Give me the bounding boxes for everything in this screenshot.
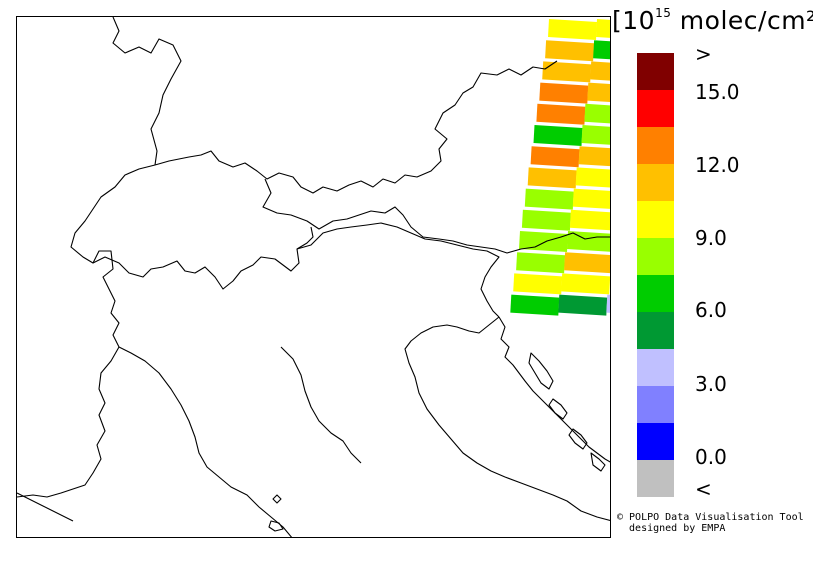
legend-color-box <box>637 386 674 423</box>
italy-boot-west <box>118 346 293 537</box>
island-coast-4 <box>590 452 606 472</box>
border-austria-italy <box>296 222 500 318</box>
map-frame <box>16 16 611 538</box>
legend-color-box <box>637 53 674 90</box>
swath-pixel <box>510 294 560 316</box>
legend-tick-label: 12.0 <box>695 153 740 177</box>
credits: © POLPO Data Visualisation Tool designed… <box>617 512 804 534</box>
swath-pixel <box>530 146 580 168</box>
legend-color-box <box>637 90 674 127</box>
satellite-swath <box>510 19 610 316</box>
swath-pixel <box>567 231 610 252</box>
swath-pixel <box>564 252 610 274</box>
legend-tick-label: 9.0 <box>695 226 727 250</box>
legend-color-box <box>637 127 674 164</box>
coast-adriatic-north <box>404 316 610 522</box>
coast-istria-dalmatia <box>498 316 610 463</box>
swath-pixel <box>569 209 610 231</box>
credits-line-1: © POLPO Data Visualisation Tool <box>617 512 804 523</box>
swath-pixel <box>581 125 610 145</box>
swath-pixel <box>572 188 610 209</box>
border-france-germany <box>112 17 182 166</box>
island-small <box>272 494 282 504</box>
legend-tick-label: 3.0 <box>695 372 727 396</box>
swath-pixel <box>536 103 586 125</box>
swath-pixel <box>513 273 563 295</box>
legend-color-box <box>637 164 674 201</box>
border-switzerland-italy <box>92 226 314 290</box>
swath-pixel <box>521 209 571 231</box>
swath-pixel <box>584 103 610 124</box>
swath-pixel <box>524 188 574 210</box>
legend-tick-label: 0.0 <box>695 445 727 469</box>
legend-tick-label: 15.0 <box>695 80 740 104</box>
swath-pixel <box>561 273 610 295</box>
legend-color-box <box>637 275 674 312</box>
island-coast-1 <box>528 352 554 390</box>
swath-pixel <box>519 231 568 252</box>
legend-color-box <box>637 423 674 460</box>
legend-color-box <box>637 201 674 238</box>
island-coast-3 <box>568 428 588 450</box>
swath-pixel <box>587 82 610 103</box>
swath-pixel <box>533 125 583 146</box>
swath-pixel <box>606 294 610 313</box>
swath-pixel <box>527 167 577 189</box>
border-germany-austria <box>262 178 610 254</box>
border-germany-switzerland <box>154 60 558 194</box>
legend-color-box <box>637 349 674 386</box>
swath-pixel <box>545 40 595 62</box>
swath-pixel <box>596 19 610 38</box>
legend-color-box <box>637 312 674 349</box>
legend-tick-label: < <box>695 477 712 501</box>
swath-pixel <box>539 82 589 104</box>
swath-pixel <box>542 61 592 83</box>
island-elba <box>268 520 284 532</box>
swath-pixel <box>578 146 610 167</box>
legend-tick-label: > <box>695 42 712 66</box>
swath-pixel <box>575 167 610 188</box>
italy-inner-border <box>280 346 362 464</box>
swath-pixel <box>548 19 597 40</box>
swath-pixel <box>558 294 608 316</box>
map-canvas <box>17 17 610 537</box>
credits-line-2: designed by EMPA <box>617 523 726 534</box>
island-coast-2 <box>548 398 568 420</box>
swath-pixel <box>516 252 566 274</box>
swath-pixel <box>593 40 610 60</box>
unit-label: [1015 molec/cm²] <box>612 6 813 35</box>
swath-pixel <box>590 61 610 81</box>
legend-color-box <box>637 460 674 497</box>
coast-ligurian <box>17 492 74 522</box>
border-switzerland-france <box>17 164 156 498</box>
legend-color-box <box>637 238 674 275</box>
legend-tick-label: 6.0 <box>695 298 727 322</box>
